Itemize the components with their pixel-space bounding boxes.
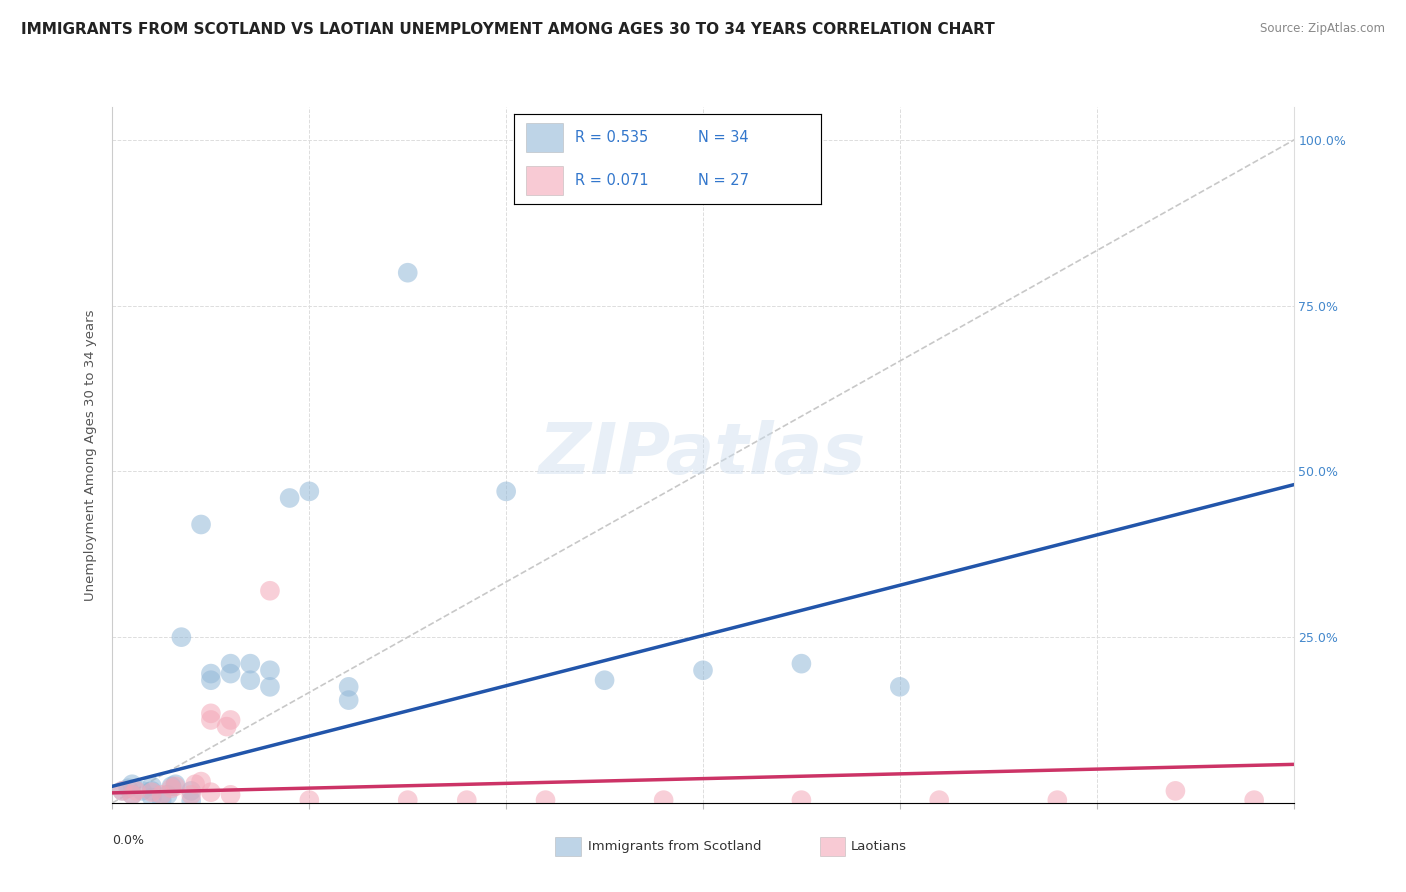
Point [111,784,134,798]
Point [219,788,242,802]
Point [190,517,212,532]
Point [150,793,173,807]
Y-axis label: Unemployment Among Ages 30 to 34 years: Unemployment Among Ages 30 to 34 years [83,310,97,600]
Point [259,680,281,694]
Point [165,779,187,793]
Point [131,784,153,798]
Point [219,666,242,681]
Point [121,777,143,791]
Point [534,793,557,807]
Point [180,794,202,808]
Point [889,680,911,694]
Text: IMMIGRANTS FROM SCOTLAND VS LAOTIAN UNEMPLOYMENT AMONG AGES 30 TO 34 YEARS CORRE: IMMIGRANTS FROM SCOTLAND VS LAOTIAN UNEM… [21,22,995,37]
Point [790,657,813,671]
Point [111,784,134,798]
Point [298,484,321,499]
Text: 0.0%: 0.0% [112,834,145,847]
Point [692,663,714,677]
Point [180,784,202,798]
Point [184,777,207,791]
Point [928,793,950,807]
Point [200,713,222,727]
Point [200,706,222,721]
Point [215,720,238,734]
Point [150,788,173,802]
Point [790,793,813,807]
Point [117,781,139,796]
Point [125,784,148,798]
Point [200,673,222,688]
Point [239,657,262,671]
Point [190,774,212,789]
Point [1046,793,1069,807]
Point [219,713,242,727]
Point [170,630,193,644]
Point [141,779,163,793]
Point [141,784,163,798]
Point [121,788,143,802]
Point [200,785,222,799]
Point [396,793,419,807]
Point [165,777,187,791]
Text: Source: ZipAtlas.com: Source: ZipAtlas.com [1260,22,1385,36]
Point [219,657,242,671]
Point [259,583,281,598]
Point [160,779,183,793]
Point [298,793,321,807]
Point [278,491,301,505]
Point [337,693,360,707]
Point [593,673,616,688]
Point [239,673,262,688]
Point [141,790,163,805]
Point [180,788,202,802]
Point [396,266,419,280]
Text: Laotians: Laotians [851,840,907,853]
Point [121,788,143,802]
Point [495,484,517,499]
Point [337,680,360,694]
Text: Immigrants from Scotland: Immigrants from Scotland [588,840,761,853]
Text: ZIPatlas: ZIPatlas [540,420,866,490]
Point [652,793,675,807]
Point [259,663,281,677]
Point [160,781,183,796]
Point [1164,784,1187,798]
Point [1243,793,1265,807]
Point [156,788,179,802]
Point [141,785,163,799]
Point [456,793,478,807]
Point [200,666,222,681]
